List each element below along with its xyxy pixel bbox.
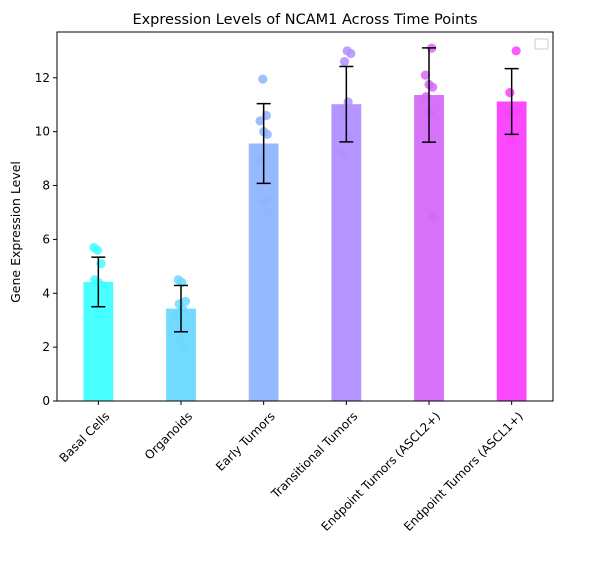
legend-box <box>534 38 549 50</box>
y-tick-label-6: 12 <box>35 71 50 85</box>
data-point-1-7 <box>179 343 189 354</box>
data-point-2-6 <box>259 197 270 207</box>
data-point-3-7 <box>338 148 348 158</box>
data-point-3-3 <box>343 97 353 107</box>
y-tick-label-3: 6 <box>42 232 50 246</box>
y-axis-title: Gene Expression Level <box>8 161 23 303</box>
data-point-4-3 <box>428 82 438 92</box>
data-point-0-5 <box>97 280 107 290</box>
data-point-3-5 <box>340 113 351 123</box>
plot-frame <box>56 31 554 402</box>
data-point-5-3 <box>502 108 512 118</box>
y-tick-label-5: 10 <box>35 125 50 139</box>
data-point-4-1 <box>420 70 430 80</box>
data-point-1-6 <box>175 334 185 344</box>
bar-3 <box>331 104 362 401</box>
data-point-0-7 <box>94 310 104 320</box>
data-point-3-1 <box>346 48 356 59</box>
data-point-3-4 <box>337 105 347 115</box>
data-point-2-4 <box>262 129 272 139</box>
data-point-4-5 <box>425 108 435 118</box>
bar-5 <box>496 101 527 401</box>
y-tick-label-2: 4 <box>42 286 50 300</box>
data-point-1-5 <box>171 310 182 320</box>
x-tick-label-2: Early Tumors <box>213 409 278 474</box>
x-tick-label-3: Transitional Tumors <box>268 409 361 502</box>
data-point-2-0 <box>258 74 268 84</box>
y-tick-label-1: 2 <box>42 340 50 354</box>
data-point-5-1 <box>505 88 515 98</box>
x-tick-label-0: Basal Cells <box>57 409 113 465</box>
bars-layer <box>83 95 527 401</box>
data-point-2-2 <box>255 116 265 126</box>
error-bars-layer <box>91 47 519 333</box>
data-point-5-4 <box>506 135 516 145</box>
x-tick-label-1: Organoids <box>142 409 195 462</box>
data-point-0-1 <box>92 245 103 255</box>
y-axis: 0 2 4 6 8 10 12 <box>35 71 57 408</box>
y-tick-label-4: 8 <box>42 179 50 193</box>
chart-title: Expression Levels of NCAM1 Across Time P… <box>132 12 477 28</box>
data-point-5-0 <box>511 46 521 56</box>
data-point-3-2 <box>339 57 350 67</box>
points-layer <box>89 43 521 354</box>
data-point-4-6 <box>428 211 439 222</box>
x-axis: Basal Cells Organoids Early TumorsTransiti… <box>57 401 526 534</box>
bar-2 <box>248 143 279 401</box>
bar-4 <box>414 95 444 401</box>
y-tick-label-0: 0 <box>42 394 50 408</box>
data-point-2-7 <box>263 207 273 218</box>
